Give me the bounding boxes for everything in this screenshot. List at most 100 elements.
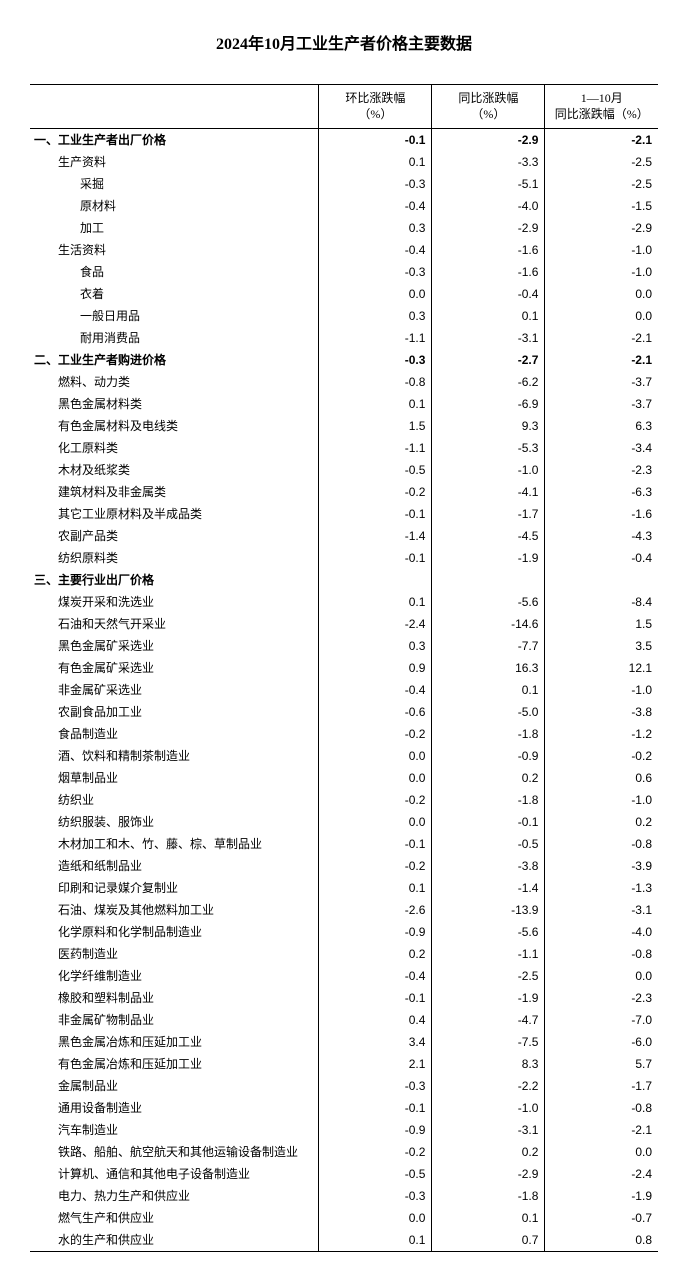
cell-ytd: -4.0	[545, 921, 658, 943]
cell-mom: 0.3	[319, 635, 432, 657]
cell-mom: 1.5	[319, 415, 432, 437]
table-row: 食品制造业-0.2-1.8-1.2	[30, 723, 658, 745]
cell-ytd: 0.8	[545, 1229, 658, 1252]
table-row: 纺织服装、服饰业0.0-0.10.2	[30, 811, 658, 833]
table-row: 有色金属冶炼和压延加工业2.18.35.7	[30, 1053, 658, 1075]
cell-ytd: 5.7	[545, 1053, 658, 1075]
row-label: 食品制造业	[30, 723, 319, 745]
row-label: 生活资料	[30, 239, 319, 261]
row-label: 一般日用品	[30, 305, 319, 327]
row-label: 汽车制造业	[30, 1119, 319, 1141]
row-label: 石油和天然气开采业	[30, 613, 319, 635]
cell-mom: 0.9	[319, 657, 432, 679]
cell-mom: 0.4	[319, 1009, 432, 1031]
row-label: 黑色金属矿采选业	[30, 635, 319, 657]
cell-mom: -0.1	[319, 987, 432, 1009]
cell-yoy: -1.8	[432, 1185, 545, 1207]
row-label: 建筑材料及非金属类	[30, 481, 319, 503]
cell-mom: -0.2	[319, 723, 432, 745]
cell-ytd: -2.5	[545, 173, 658, 195]
cell-mom: -0.3	[319, 1185, 432, 1207]
cell-ytd: 0.0	[545, 1141, 658, 1163]
cell-mom: 0.1	[319, 151, 432, 173]
row-label: 耐用消费品	[30, 327, 319, 349]
col-header-3: 1—10月同比涨跌幅（%）	[545, 85, 658, 129]
cell-mom: -0.5	[319, 1163, 432, 1185]
cell-ytd	[545, 569, 658, 591]
cell-mom	[319, 569, 432, 591]
cell-mom: -0.2	[319, 789, 432, 811]
cell-mom: 0.0	[319, 1207, 432, 1229]
row-label: 木材及纸浆类	[30, 459, 319, 481]
table-body: 一、工业生产者出厂价格-0.1-2.9-2.1生产资料0.1-3.3-2.5采掘…	[30, 129, 658, 1252]
table-row: 汽车制造业-0.9-3.1-2.1	[30, 1119, 658, 1141]
cell-ytd: -1.3	[545, 877, 658, 899]
table-row: 衣着0.0-0.40.0	[30, 283, 658, 305]
table-row: 农副产品类-1.4-4.5-4.3	[30, 525, 658, 547]
cell-ytd: -6.3	[545, 481, 658, 503]
cell-ytd: -1.0	[545, 679, 658, 701]
table-row: 木材及纸浆类-0.5-1.0-2.3	[30, 459, 658, 481]
cell-ytd: -2.3	[545, 987, 658, 1009]
cell-yoy: -1.6	[432, 261, 545, 283]
cell-mom: 0.0	[319, 811, 432, 833]
cell-mom: 0.3	[319, 217, 432, 239]
row-label: 造纸和纸制品业	[30, 855, 319, 877]
cell-mom: 2.1	[319, 1053, 432, 1075]
row-label: 化学原料和化学制品制造业	[30, 921, 319, 943]
cell-yoy: -7.5	[432, 1031, 545, 1053]
row-label: 印刷和记录媒介复制业	[30, 877, 319, 899]
col-header-0	[30, 85, 319, 129]
row-label: 有色金属冶炼和压延加工业	[30, 1053, 319, 1075]
cell-ytd: -3.7	[545, 393, 658, 415]
cell-ytd: 12.1	[545, 657, 658, 679]
row-label: 三、主要行业出厂价格	[30, 569, 319, 591]
table-row: 印刷和记录媒介复制业0.1-1.4-1.3	[30, 877, 658, 899]
table-row: 生产资料0.1-3.3-2.5	[30, 151, 658, 173]
cell-ytd: -2.5	[545, 151, 658, 173]
cell-yoy: -1.1	[432, 943, 545, 965]
data-table: 环比涨跌幅（%）同比涨跌幅（%）1—10月同比涨跌幅（%） 一、工业生产者出厂价…	[30, 84, 658, 1252]
table-row: 化学原料和化学制品制造业-0.9-5.6-4.0	[30, 921, 658, 943]
cell-ytd: -2.4	[545, 1163, 658, 1185]
table-row: 水的生产和供应业0.10.70.8	[30, 1229, 658, 1252]
cell-mom: -2.6	[319, 899, 432, 921]
row-label: 燃料、动力类	[30, 371, 319, 393]
row-label: 非金属矿物制品业	[30, 1009, 319, 1031]
cell-yoy: -2.2	[432, 1075, 545, 1097]
cell-ytd: -0.2	[545, 745, 658, 767]
row-label: 水的生产和供应业	[30, 1229, 319, 1252]
row-label: 烟草制品业	[30, 767, 319, 789]
cell-mom: -0.4	[319, 195, 432, 217]
cell-yoy: -0.9	[432, 745, 545, 767]
table-row: 橡胶和塑料制品业-0.1-1.9-2.3	[30, 987, 658, 1009]
cell-mom: 0.0	[319, 283, 432, 305]
cell-yoy: 16.3	[432, 657, 545, 679]
cell-yoy: -5.0	[432, 701, 545, 723]
cell-yoy: 9.3	[432, 415, 545, 437]
row-label: 医药制造业	[30, 943, 319, 965]
cell-ytd: -1.2	[545, 723, 658, 745]
cell-mom: -0.1	[319, 1097, 432, 1119]
row-label: 一、工业生产者出厂价格	[30, 129, 319, 152]
table-row: 黑色金属矿采选业0.3-7.73.5	[30, 635, 658, 657]
cell-yoy: -0.5	[432, 833, 545, 855]
cell-yoy: -1.7	[432, 503, 545, 525]
row-label: 酒、饮料和精制茶制造业	[30, 745, 319, 767]
cell-yoy: -2.5	[432, 965, 545, 987]
table-row: 非金属矿物制品业0.4-4.7-7.0	[30, 1009, 658, 1031]
cell-yoy: -1.0	[432, 1097, 545, 1119]
row-label: 石油、煤炭及其他燃料加工业	[30, 899, 319, 921]
cell-mom: -0.4	[319, 965, 432, 987]
cell-ytd: -1.0	[545, 261, 658, 283]
cell-mom: 0.0	[319, 767, 432, 789]
row-label: 橡胶和塑料制品业	[30, 987, 319, 1009]
cell-mom: -0.4	[319, 679, 432, 701]
cell-mom: -0.9	[319, 921, 432, 943]
cell-yoy: -0.1	[432, 811, 545, 833]
row-label: 非金属矿采选业	[30, 679, 319, 701]
page-title: 2024年10月工业生产者价格主要数据	[30, 30, 658, 54]
cell-yoy: -3.1	[432, 1119, 545, 1141]
table-row: 铁路、船舶、航空航天和其他运输设备制造业-0.20.20.0	[30, 1141, 658, 1163]
cell-ytd: 3.5	[545, 635, 658, 657]
